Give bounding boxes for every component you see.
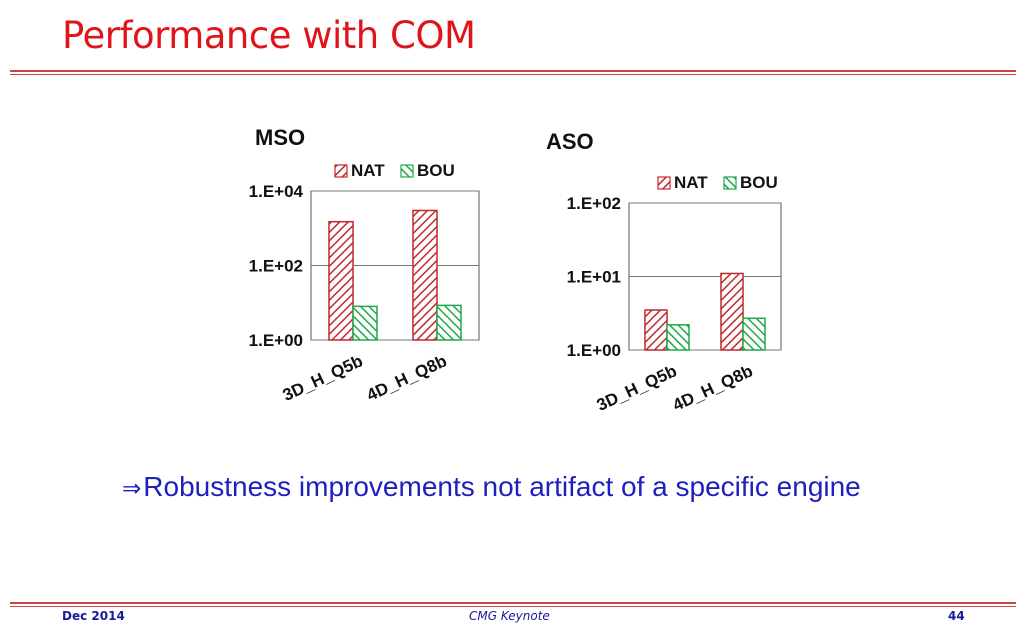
chart-title: MSO	[255, 125, 305, 150]
slide-title: Performance with COM	[62, 14, 476, 57]
bar-nat-4d_h_q8b	[412, 209, 438, 341]
footer-event: CMG Keynote	[469, 609, 550, 623]
legend-label-bou: BOU	[417, 161, 455, 180]
x-tick-label: 4D_H_Q8b	[364, 351, 450, 405]
x-tick-label: 4D_H_Q8b	[670, 361, 756, 415]
chart-aso: ASO NAT BOU 1.E+00 1.E+01 1.E+02 3D_H_Q5b4D_H_…	[546, 129, 782, 415]
bar-bou-3d_h_q5b	[666, 324, 690, 351]
y-tick-label: 1.E+00	[249, 331, 303, 350]
conclusion-text: ⇒Robustness improvements not artifact of…	[122, 471, 861, 503]
y-tick-label: 1.E+04	[249, 182, 304, 201]
chart-mso: MSO NAT BOU 1.E+00 1.E+02 1.E+04 3D_H_Q5b4D_H_…	[249, 125, 480, 405]
bar-nat-3d_h_q5b	[644, 309, 668, 351]
legend-swatch-nat	[657, 176, 671, 190]
y-tick-label: 1.E+02	[249, 257, 303, 276]
conclusion-label: Robustness improvements not artifact of …	[143, 471, 861, 502]
legend-swatch-bou	[723, 176, 737, 190]
footer-page-number: 44	[948, 609, 965, 623]
chart-title: ASO	[546, 129, 594, 154]
y-tick-label: 1.E+02	[567, 194, 621, 213]
bar-bou-4d_h_q8b	[742, 317, 766, 351]
footer-date: Dec 2014	[62, 609, 125, 623]
bar-bou-3d_h_q5b	[352, 305, 378, 341]
x-tick-label: 3D_H_Q5b	[280, 351, 366, 405]
legend-swatch-nat	[334, 164, 348, 178]
y-tick-label: 1.E+00	[567, 341, 621, 360]
footer-divider	[10, 602, 1016, 607]
legend-label-nat: NAT	[351, 161, 385, 180]
legend-label-bou: BOU	[740, 173, 778, 192]
legend-swatch-bou	[400, 164, 414, 178]
bar-bou-4d_h_q8b	[436, 304, 462, 341]
implies-arrow-icon: ⇒	[122, 476, 142, 502]
bar-nat-3d_h_q5b	[328, 220, 354, 341]
y-tick-label: 1.E+01	[567, 268, 621, 287]
x-tick-label: 3D_H_Q5b	[594, 361, 680, 415]
legend-label-nat: NAT	[674, 173, 708, 192]
bar-nat-4d_h_q8b	[720, 272, 744, 351]
title-divider	[10, 70, 1016, 75]
